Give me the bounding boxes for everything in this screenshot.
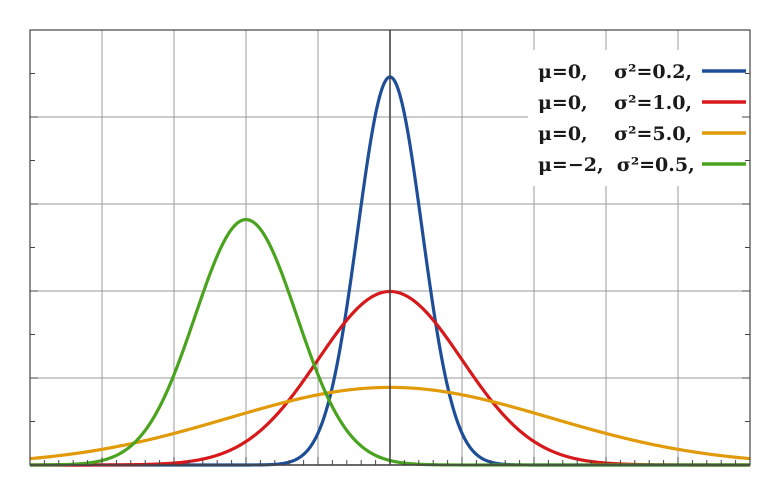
legend-label-4: μ=−2, σ²=0.5, <box>538 154 695 176</box>
legend: μ=0, σ²=0.2, μ=0, σ²=1.0, μ=0, σ²=5.0, μ=−2… <box>538 61 746 176</box>
plot-frame <box>29 29 751 466</box>
legend-label-2: μ=0, σ²=1.0, <box>538 92 692 114</box>
legend-label-1: μ=0, σ²=0.2, <box>538 61 692 83</box>
legend-label-3: μ=0, σ²=5.0, <box>538 123 692 145</box>
